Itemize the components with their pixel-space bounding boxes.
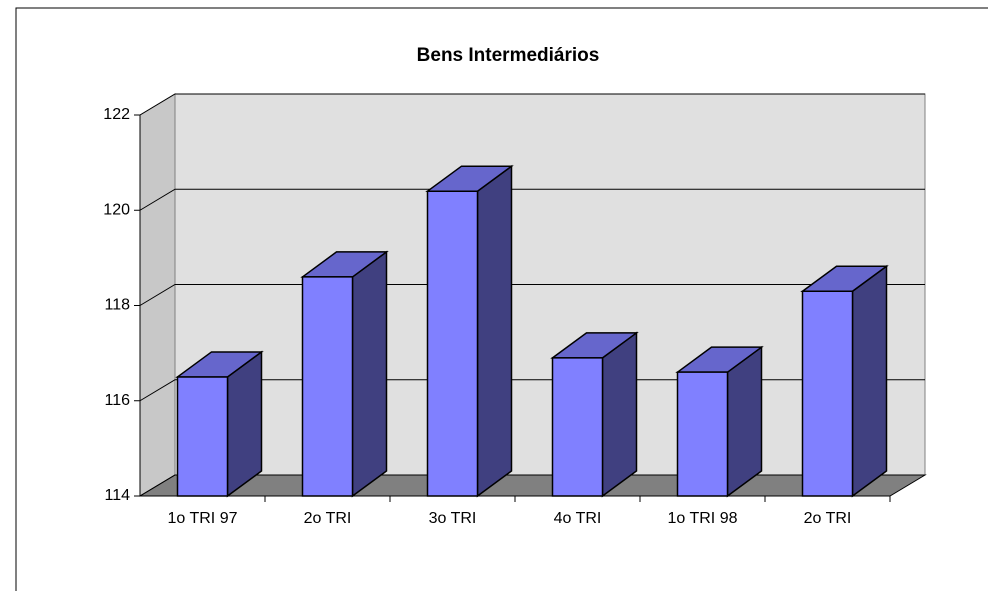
bar-front <box>801 290 854 497</box>
bar-front <box>301 276 354 497</box>
y-tick-label: 116 <box>104 392 130 409</box>
bar-side <box>476 164 513 498</box>
y-tick-label: 122 <box>103 106 130 123</box>
grid-line <box>139 93 925 116</box>
bar <box>550 331 639 498</box>
x-tick-label: 2o TRI <box>303 510 352 527</box>
x-tick-label: 2o TRI <box>803 510 852 527</box>
bar-side <box>601 331 638 498</box>
grid-line <box>139 284 925 306</box>
bar-side <box>726 345 763 498</box>
x-tick-label: 3o TRI <box>428 510 477 527</box>
bar <box>675 345 764 498</box>
bar-side <box>851 264 888 498</box>
grid-line <box>139 188 925 211</box>
bar <box>425 164 514 498</box>
bar-front <box>426 190 479 497</box>
bar <box>800 264 889 498</box>
x-tick-label: 1o TRI 97 <box>167 510 238 527</box>
y-tick-label: 120 <box>103 201 130 218</box>
y-tick-label: 114 <box>104 487 130 504</box>
bar <box>300 250 389 498</box>
grid-line <box>139 379 925 402</box>
grid-line <box>139 474 925 497</box>
bar-front <box>551 357 604 497</box>
bar-front <box>176 376 229 497</box>
bar <box>175 350 264 498</box>
bar-side <box>351 250 388 498</box>
x-tick-label: 4o TRI <box>553 510 602 527</box>
bar-front <box>676 371 729 497</box>
x-tick-label: 1o TRI 98 <box>667 510 738 527</box>
y-tick-label: 118 <box>104 297 130 314</box>
chart-title: Bens Intermediários <box>417 45 600 66</box>
